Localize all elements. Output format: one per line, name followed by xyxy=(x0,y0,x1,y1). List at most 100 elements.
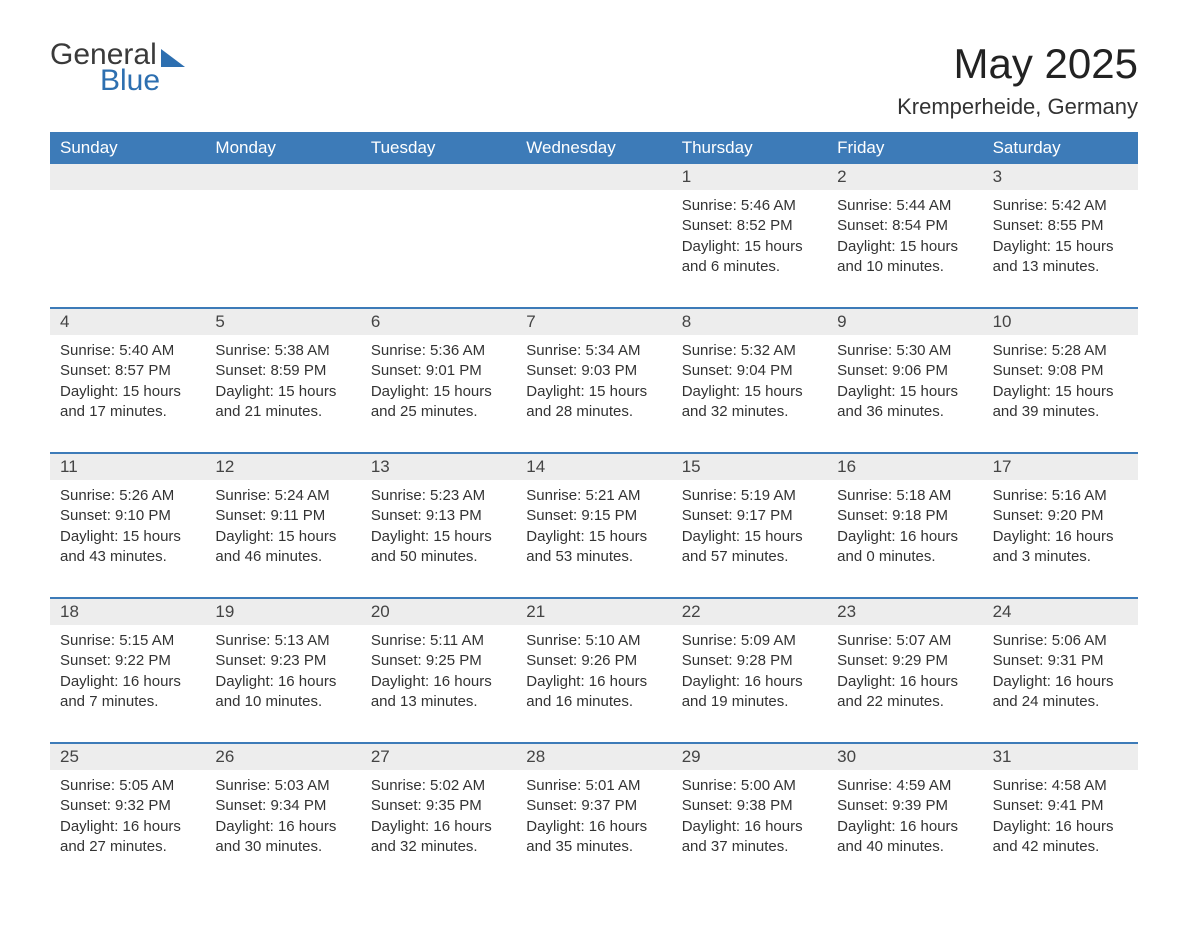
dow-wednesday: Wednesday xyxy=(516,132,671,164)
dow-friday: Friday xyxy=(827,132,982,164)
sunset-text: Sunset: 9:10 PM xyxy=(60,506,195,526)
sunset-text: Sunset: 8:57 PM xyxy=(60,361,195,381)
sunset-text: Sunset: 9:35 PM xyxy=(371,796,506,816)
sunrise-text: Sunrise: 5:18 AM xyxy=(837,486,972,506)
day-number: 2 xyxy=(827,164,982,190)
location-label: Kremperheide, Germany xyxy=(897,94,1138,120)
day-cell: 18Sunrise: 5:15 AMSunset: 9:22 PMDayligh… xyxy=(50,599,205,742)
daylight-text: Daylight: 15 hours and 46 minutes. xyxy=(215,527,350,568)
sunset-text: Sunset: 9:26 PM xyxy=(526,651,661,671)
daylight-text: Daylight: 15 hours and 25 minutes. xyxy=(371,382,506,423)
day-cell: 21Sunrise: 5:10 AMSunset: 9:26 PMDayligh… xyxy=(516,599,671,742)
day-body: Sunrise: 5:46 AMSunset: 8:52 PMDaylight:… xyxy=(672,190,827,277)
day-number: 29 xyxy=(672,744,827,770)
day-number: 1 xyxy=(672,164,827,190)
sunset-text: Sunset: 8:54 PM xyxy=(837,216,972,236)
sunrise-text: Sunrise: 5:46 AM xyxy=(682,196,817,216)
day-number xyxy=(205,164,360,190)
day-cell: 4Sunrise: 5:40 AMSunset: 8:57 PMDaylight… xyxy=(50,309,205,452)
day-body: Sunrise: 5:44 AMSunset: 8:54 PMDaylight:… xyxy=(827,190,982,277)
day-cell: 31Sunrise: 4:58 AMSunset: 9:41 PMDayligh… xyxy=(983,744,1138,887)
sunrise-text: Sunrise: 4:58 AM xyxy=(993,776,1128,796)
sunrise-text: Sunrise: 5:38 AM xyxy=(215,341,350,361)
sunrise-text: Sunrise: 5:42 AM xyxy=(993,196,1128,216)
day-body: Sunrise: 5:42 AMSunset: 8:55 PMDaylight:… xyxy=(983,190,1138,277)
day-body: Sunrise: 5:00 AMSunset: 9:38 PMDaylight:… xyxy=(672,770,827,857)
day-body xyxy=(516,190,671,196)
day-body: Sunrise: 5:06 AMSunset: 9:31 PMDaylight:… xyxy=(983,625,1138,712)
day-cell: 15Sunrise: 5:19 AMSunset: 9:17 PMDayligh… xyxy=(672,454,827,597)
day-body: Sunrise: 5:23 AMSunset: 9:13 PMDaylight:… xyxy=(361,480,516,567)
sunrise-text: Sunrise: 5:15 AM xyxy=(60,631,195,651)
day-number: 20 xyxy=(361,599,516,625)
day-body: Sunrise: 5:19 AMSunset: 9:17 PMDaylight:… xyxy=(672,480,827,567)
day-body: Sunrise: 5:01 AMSunset: 9:37 PMDaylight:… xyxy=(516,770,671,857)
day-cell: 30Sunrise: 4:59 AMSunset: 9:39 PMDayligh… xyxy=(827,744,982,887)
day-number: 4 xyxy=(50,309,205,335)
sunset-text: Sunset: 9:34 PM xyxy=(215,796,350,816)
day-cell: 10Sunrise: 5:28 AMSunset: 9:08 PMDayligh… xyxy=(983,309,1138,452)
day-body: Sunrise: 5:10 AMSunset: 9:26 PMDaylight:… xyxy=(516,625,671,712)
sunset-text: Sunset: 8:59 PM xyxy=(215,361,350,381)
sunset-text: Sunset: 9:31 PM xyxy=(993,651,1128,671)
day-body: Sunrise: 5:24 AMSunset: 9:11 PMDaylight:… xyxy=(205,480,360,567)
calendar-header-row: Sunday Monday Tuesday Wednesday Thursday… xyxy=(50,132,1138,164)
day-cell: 17Sunrise: 5:16 AMSunset: 9:20 PMDayligh… xyxy=(983,454,1138,597)
calendar-week: 25Sunrise: 5:05 AMSunset: 9:32 PMDayligh… xyxy=(50,742,1138,887)
day-cell: 25Sunrise: 5:05 AMSunset: 9:32 PMDayligh… xyxy=(50,744,205,887)
sunrise-text: Sunrise: 5:09 AM xyxy=(682,631,817,651)
sunrise-text: Sunrise: 5:00 AM xyxy=(682,776,817,796)
day-cell: 26Sunrise: 5:03 AMSunset: 9:34 PMDayligh… xyxy=(205,744,360,887)
day-number: 19 xyxy=(205,599,360,625)
month-title: May 2025 xyxy=(897,40,1138,88)
day-body: Sunrise: 5:32 AMSunset: 9:04 PMDaylight:… xyxy=(672,335,827,422)
day-body: Sunrise: 5:13 AMSunset: 9:23 PMDaylight:… xyxy=(205,625,360,712)
day-cell xyxy=(50,164,205,307)
day-number: 21 xyxy=(516,599,671,625)
sunset-text: Sunset: 9:06 PM xyxy=(837,361,972,381)
sunrise-text: Sunrise: 5:24 AM xyxy=(215,486,350,506)
day-number: 27 xyxy=(361,744,516,770)
daylight-text: Daylight: 15 hours and 17 minutes. xyxy=(60,382,195,423)
day-number: 12 xyxy=(205,454,360,480)
sunrise-text: Sunrise: 5:11 AM xyxy=(371,631,506,651)
sunrise-text: Sunrise: 4:59 AM xyxy=(837,776,972,796)
sunrise-text: Sunrise: 5:23 AM xyxy=(371,486,506,506)
dow-sunday: Sunday xyxy=(50,132,205,164)
day-body: Sunrise: 5:26 AMSunset: 9:10 PMDaylight:… xyxy=(50,480,205,567)
sunset-text: Sunset: 9:03 PM xyxy=(526,361,661,381)
day-number: 15 xyxy=(672,454,827,480)
day-cell xyxy=(361,164,516,307)
sunrise-text: Sunrise: 5:02 AM xyxy=(371,776,506,796)
sunrise-text: Sunrise: 5:21 AM xyxy=(526,486,661,506)
day-cell xyxy=(205,164,360,307)
day-body: Sunrise: 5:05 AMSunset: 9:32 PMDaylight:… xyxy=(50,770,205,857)
day-number: 3 xyxy=(983,164,1138,190)
daylight-text: Daylight: 15 hours and 28 minutes. xyxy=(526,382,661,423)
day-number: 9 xyxy=(827,309,982,335)
day-body: Sunrise: 5:40 AMSunset: 8:57 PMDaylight:… xyxy=(50,335,205,422)
sunset-text: Sunset: 9:28 PM xyxy=(682,651,817,671)
day-cell: 23Sunrise: 5:07 AMSunset: 9:29 PMDayligh… xyxy=(827,599,982,742)
sunset-text: Sunset: 9:37 PM xyxy=(526,796,661,816)
day-cell: 19Sunrise: 5:13 AMSunset: 9:23 PMDayligh… xyxy=(205,599,360,742)
day-number: 31 xyxy=(983,744,1138,770)
daylight-text: Daylight: 15 hours and 39 minutes. xyxy=(993,382,1128,423)
day-number: 18 xyxy=(50,599,205,625)
sunrise-text: Sunrise: 5:01 AM xyxy=(526,776,661,796)
day-number: 10 xyxy=(983,309,1138,335)
daylight-text: Daylight: 16 hours and 24 minutes. xyxy=(993,672,1128,713)
day-number: 6 xyxy=(361,309,516,335)
sunrise-text: Sunrise: 5:32 AM xyxy=(682,341,817,361)
daylight-text: Daylight: 15 hours and 43 minutes. xyxy=(60,527,195,568)
day-body: Sunrise: 4:58 AMSunset: 9:41 PMDaylight:… xyxy=(983,770,1138,857)
day-cell: 28Sunrise: 5:01 AMSunset: 9:37 PMDayligh… xyxy=(516,744,671,887)
day-body: Sunrise: 5:34 AMSunset: 9:03 PMDaylight:… xyxy=(516,335,671,422)
sunset-text: Sunset: 9:32 PM xyxy=(60,796,195,816)
sunset-text: Sunset: 9:13 PM xyxy=(371,506,506,526)
day-number: 14 xyxy=(516,454,671,480)
sunrise-text: Sunrise: 5:16 AM xyxy=(993,486,1128,506)
day-cell: 13Sunrise: 5:23 AMSunset: 9:13 PMDayligh… xyxy=(361,454,516,597)
day-number: 22 xyxy=(672,599,827,625)
day-body: Sunrise: 5:38 AMSunset: 8:59 PMDaylight:… xyxy=(205,335,360,422)
